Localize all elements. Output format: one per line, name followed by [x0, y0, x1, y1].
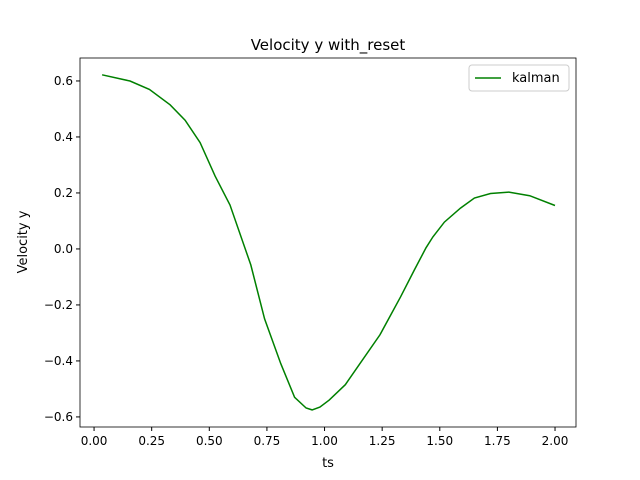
y-tick-label: 0.2 [54, 186, 73, 200]
y-tick-label: −0.6 [44, 410, 73, 424]
x-axis-label: ts [322, 456, 334, 471]
x-tick-label: 1.50 [426, 434, 453, 448]
chart-title: Velocity y with_reset [251, 36, 406, 55]
y-tick-label: 0.6 [54, 74, 73, 88]
x-tick-label: 1.00 [311, 434, 338, 448]
x-tick-label: 0.50 [196, 434, 223, 448]
y-tick-label: 0.4 [54, 130, 73, 144]
x-tick-label: 0.00 [81, 434, 108, 448]
legend-label: kalman [512, 71, 560, 86]
y-tick-label: −0.4 [44, 354, 73, 368]
legend-box [468, 64, 570, 92]
x-tick-label: 0.25 [138, 434, 165, 448]
x-tick-label: 1.75 [484, 434, 511, 448]
x-tick-label: 2.00 [542, 434, 569, 448]
line-series [101, 74, 556, 411]
y-axis-label: Velocity y [16, 210, 31, 273]
x-tick-label: 0.75 [254, 434, 281, 448]
plot-frame [79, 57, 577, 428]
y-tick-label: −0.2 [44, 298, 73, 312]
x-tick-label: 1.25 [369, 434, 396, 448]
y-tick-label: 0.0 [54, 242, 73, 256]
